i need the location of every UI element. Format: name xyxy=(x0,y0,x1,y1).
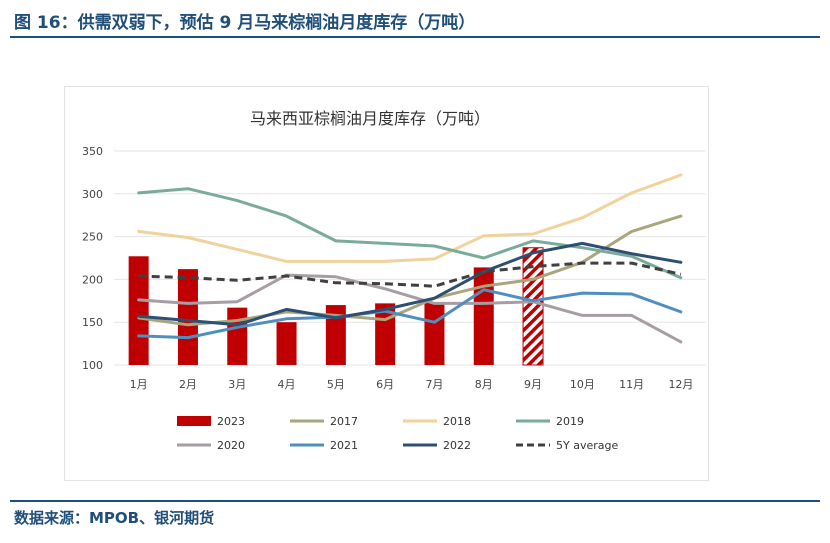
x-tick-label: 9月 xyxy=(524,378,542,391)
bar-2023 xyxy=(128,256,149,365)
legend-label: 2019 xyxy=(556,415,584,428)
legend-label: 2022 xyxy=(443,439,471,452)
line-2019 xyxy=(137,187,683,280)
y-tick-label: 150 xyxy=(82,316,103,329)
legend-label: 2020 xyxy=(217,439,245,452)
source-note: 数据来源：MPOB、银河期货 xyxy=(14,509,215,527)
y-axis: 100 150 200 250 300 350 xyxy=(82,145,103,372)
legend-label: 2021 xyxy=(330,439,358,452)
bar-2023 xyxy=(325,305,346,365)
figure-title: 图 16：供需双弱下，预估 9 月马来棕榈油月度库存（万吨） xyxy=(14,13,476,33)
x-tick-label: 4月 xyxy=(278,378,296,391)
chart-title: 马来西亚棕榈油月度库存（万吨） xyxy=(250,109,490,128)
line-2021 xyxy=(137,288,683,340)
y-tick-label: 100 xyxy=(82,359,103,372)
x-tick-label: 8月 xyxy=(475,378,493,391)
bar-2023 xyxy=(177,269,198,365)
bar-2023 xyxy=(227,307,248,365)
y-tick-label: 350 xyxy=(82,145,103,158)
bar-2023 xyxy=(424,302,445,365)
x-tick-label: 11月 xyxy=(619,378,644,391)
x-tick-label: 5月 xyxy=(327,378,345,391)
line-2020 xyxy=(137,273,683,344)
bar-2023 xyxy=(473,267,494,365)
x-tick-label: 3月 xyxy=(228,378,246,391)
legend-label: 2018 xyxy=(443,415,471,428)
line-avg xyxy=(138,261,682,288)
line-2017 xyxy=(137,214,683,327)
series-lines xyxy=(137,173,683,344)
x-axis: 1月 2月 3月 4月 5月 6月 7月 8月 9月 10月 11月 12月 xyxy=(130,378,694,391)
legend-label: 5Y average xyxy=(556,439,618,452)
x-tick-label: 12月 xyxy=(668,378,693,391)
x-tick-label: 1月 xyxy=(130,378,148,391)
x-tick-label: 6月 xyxy=(376,378,394,391)
source-rule xyxy=(10,500,820,502)
y-tick-label: 200 xyxy=(82,273,103,286)
bars-2023 xyxy=(128,247,544,366)
x-tick-label: 7月 xyxy=(425,378,443,391)
y-tick-label: 250 xyxy=(82,231,103,244)
grid-lines xyxy=(114,150,706,366)
legend-swatch-2023 xyxy=(177,416,211,426)
line-2022 xyxy=(137,241,683,327)
y-tick-label: 300 xyxy=(82,188,103,201)
bar-2023 xyxy=(276,322,297,365)
legend-label: 2017 xyxy=(330,415,358,428)
line-2018 xyxy=(137,173,683,263)
chart-frame xyxy=(64,86,709,481)
title-rule xyxy=(10,36,820,38)
legend: 2023 2017 2018 2019 2020 2021 2022 5Y average xyxy=(177,415,618,452)
x-tick-label: 10月 xyxy=(570,378,595,391)
legend-label: 2023 xyxy=(217,415,245,428)
x-tick-label: 2月 xyxy=(179,378,197,391)
